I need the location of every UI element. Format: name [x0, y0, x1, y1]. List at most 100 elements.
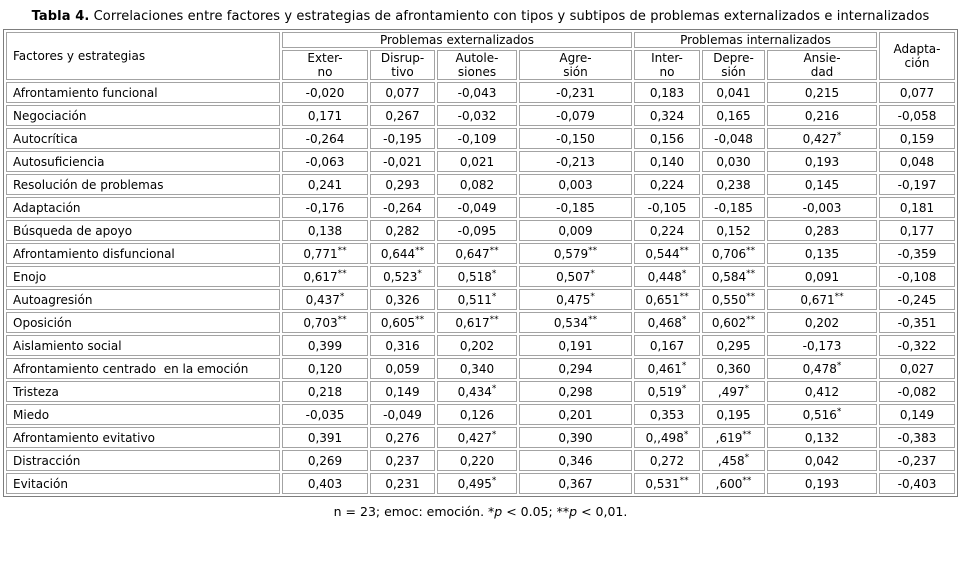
- table-footnote: n = 23; emoc: emoción. *p < 0.05; **p < …: [0, 504, 961, 519]
- corner-header: Factores y estrategias: [6, 32, 280, 81]
- value-cell: 0,238: [702, 174, 765, 196]
- col-header-interno: Inter- no: [634, 50, 700, 81]
- value-cell: 0,009: [519, 220, 632, 242]
- value-cell: 0,091: [767, 266, 877, 288]
- value-cell: 0,531**: [634, 473, 700, 495]
- value-cell: 0,021: [437, 151, 517, 173]
- value-cell: 0,215: [767, 82, 877, 104]
- significance-asterisk: *: [417, 268, 422, 279]
- value-cell: 0,475*: [519, 289, 632, 311]
- value-cell: 0,165: [702, 105, 765, 127]
- significance-asterisk: **: [489, 314, 499, 325]
- value-cell: -0,082: [879, 381, 955, 403]
- value-cell: -0,020: [282, 82, 368, 104]
- value-cell: -0,173: [767, 335, 877, 357]
- row-label: Negociación: [6, 105, 280, 127]
- value-cell: 0,231: [370, 473, 435, 495]
- significance-asterisk: *: [744, 452, 750, 463]
- row-label: Autosuficiencia: [6, 151, 280, 173]
- table-row: Autocrítica -0,264 -0,195 -0,109 -0,150 0,156…: [6, 128, 955, 150]
- significance-asterisk: **: [834, 291, 844, 302]
- value-cell: 0,030: [702, 151, 765, 173]
- value-cell: 0,149: [879, 404, 955, 426]
- footnote-text: < 0,01.: [577, 504, 628, 520]
- significance-asterisk: **: [742, 475, 752, 486]
- table-row: Afrontamiento evitativo 0,391 0,276 0,427* 0…: [6, 427, 955, 449]
- value-cell: 0,602**: [702, 312, 765, 334]
- value-cell: -0,063: [282, 151, 368, 173]
- value-cell: 0,171: [282, 105, 368, 127]
- value-cell: 0,132: [767, 427, 877, 449]
- value-cell: 0,516*: [767, 404, 877, 426]
- significance-asterisk: **: [746, 245, 756, 256]
- value-cell: -0,108: [879, 266, 955, 288]
- value-cell: 0,584**: [702, 266, 765, 288]
- significance-asterisk: *: [836, 130, 842, 141]
- value-cell: 0,511*: [437, 289, 517, 311]
- value-cell: -0,185: [702, 197, 765, 219]
- value-cell: 0,403: [282, 473, 368, 495]
- value-cell: 0,326: [370, 289, 435, 311]
- value-cell: 0,282: [370, 220, 435, 242]
- value-cell: 0,605**: [370, 312, 435, 334]
- significance-asterisk: *: [590, 291, 595, 302]
- value-cell: 0,293: [370, 174, 435, 196]
- significance-asterisk: *: [681, 383, 687, 394]
- table-row: Evitación 0,403 0,231 0,495* 0,367 0,531** ,60…: [6, 473, 955, 495]
- row-label: Afrontamiento centrado en la emoción: [6, 358, 280, 380]
- value-cell: 0,294: [519, 358, 632, 380]
- table-row: Afrontamiento centrado en la emoción 0,12…: [6, 358, 955, 380]
- value-cell: 0,202: [437, 335, 517, 357]
- significance-asterisk: **: [415, 245, 425, 256]
- value-cell: -0,231: [519, 82, 632, 104]
- table-row: Adaptación -0,176 -0,264 -0,049 -0,185 -0,105…: [6, 197, 955, 219]
- value-cell: 0,316: [370, 335, 435, 357]
- value-cell: 0,126: [437, 404, 517, 426]
- value-cell: -0,403: [879, 473, 955, 495]
- value-cell: 0,027: [879, 358, 955, 380]
- significance-asterisk: *: [683, 429, 689, 440]
- value-cell: -0,383: [879, 427, 955, 449]
- col-header-autolesiones: Autole- siones: [437, 50, 517, 81]
- significance-asterisk: *: [681, 360, 687, 371]
- value-cell: -0,049: [437, 197, 517, 219]
- table-title-text: Correlaciones entre factores y estrategi…: [89, 9, 930, 24]
- value-cell: ,497*: [702, 381, 765, 403]
- value-cell: 0,120: [282, 358, 368, 380]
- value-cell: 0,283: [767, 220, 877, 242]
- value-cell: -0,079: [519, 105, 632, 127]
- row-label: Enojo: [6, 266, 280, 288]
- row-label: Afrontamiento funcional: [6, 82, 280, 104]
- value-cell: 0,183: [634, 82, 700, 104]
- significance-asterisk: **: [679, 291, 689, 302]
- significance-asterisk: *: [491, 291, 497, 302]
- col-header-depresion: Depre- sión: [702, 50, 765, 81]
- row-label: Adaptación: [6, 197, 280, 219]
- value-cell: 0,272: [634, 450, 700, 472]
- value-cell: -0,185: [519, 197, 632, 219]
- value-cell: 0,340: [437, 358, 517, 380]
- value-cell: 0,237: [370, 450, 435, 472]
- row-label: Miedo: [6, 404, 280, 426]
- value-cell: 0,224: [634, 174, 700, 196]
- significance-asterisk: **: [489, 245, 499, 256]
- significance-asterisk: *: [836, 406, 842, 417]
- row-label: Oposición: [6, 312, 280, 334]
- value-cell: -0,213: [519, 151, 632, 173]
- value-cell: -0,195: [370, 128, 435, 150]
- col-header-ansiedad: Ansie- dad: [767, 50, 877, 81]
- value-cell: 0,241: [282, 174, 368, 196]
- significance-asterisk: *: [836, 360, 842, 371]
- value-cell: -0,043: [437, 82, 517, 104]
- value-cell: 0,617**: [282, 266, 368, 288]
- value-cell: 0,048: [879, 151, 955, 173]
- col-header-externo: Exter- no: [282, 50, 368, 81]
- value-cell: -0,032: [437, 105, 517, 127]
- value-cell: 0,353: [634, 404, 700, 426]
- value-cell: 0,216: [767, 105, 877, 127]
- row-label: Búsqueda de apoyo: [6, 220, 280, 242]
- group-header-row: Factores y estrategias Problemas externa…: [6, 32, 955, 81]
- value-cell: 0,140: [634, 151, 700, 173]
- value-cell: 0,367: [519, 473, 632, 495]
- significance-asterisk: *: [339, 291, 345, 302]
